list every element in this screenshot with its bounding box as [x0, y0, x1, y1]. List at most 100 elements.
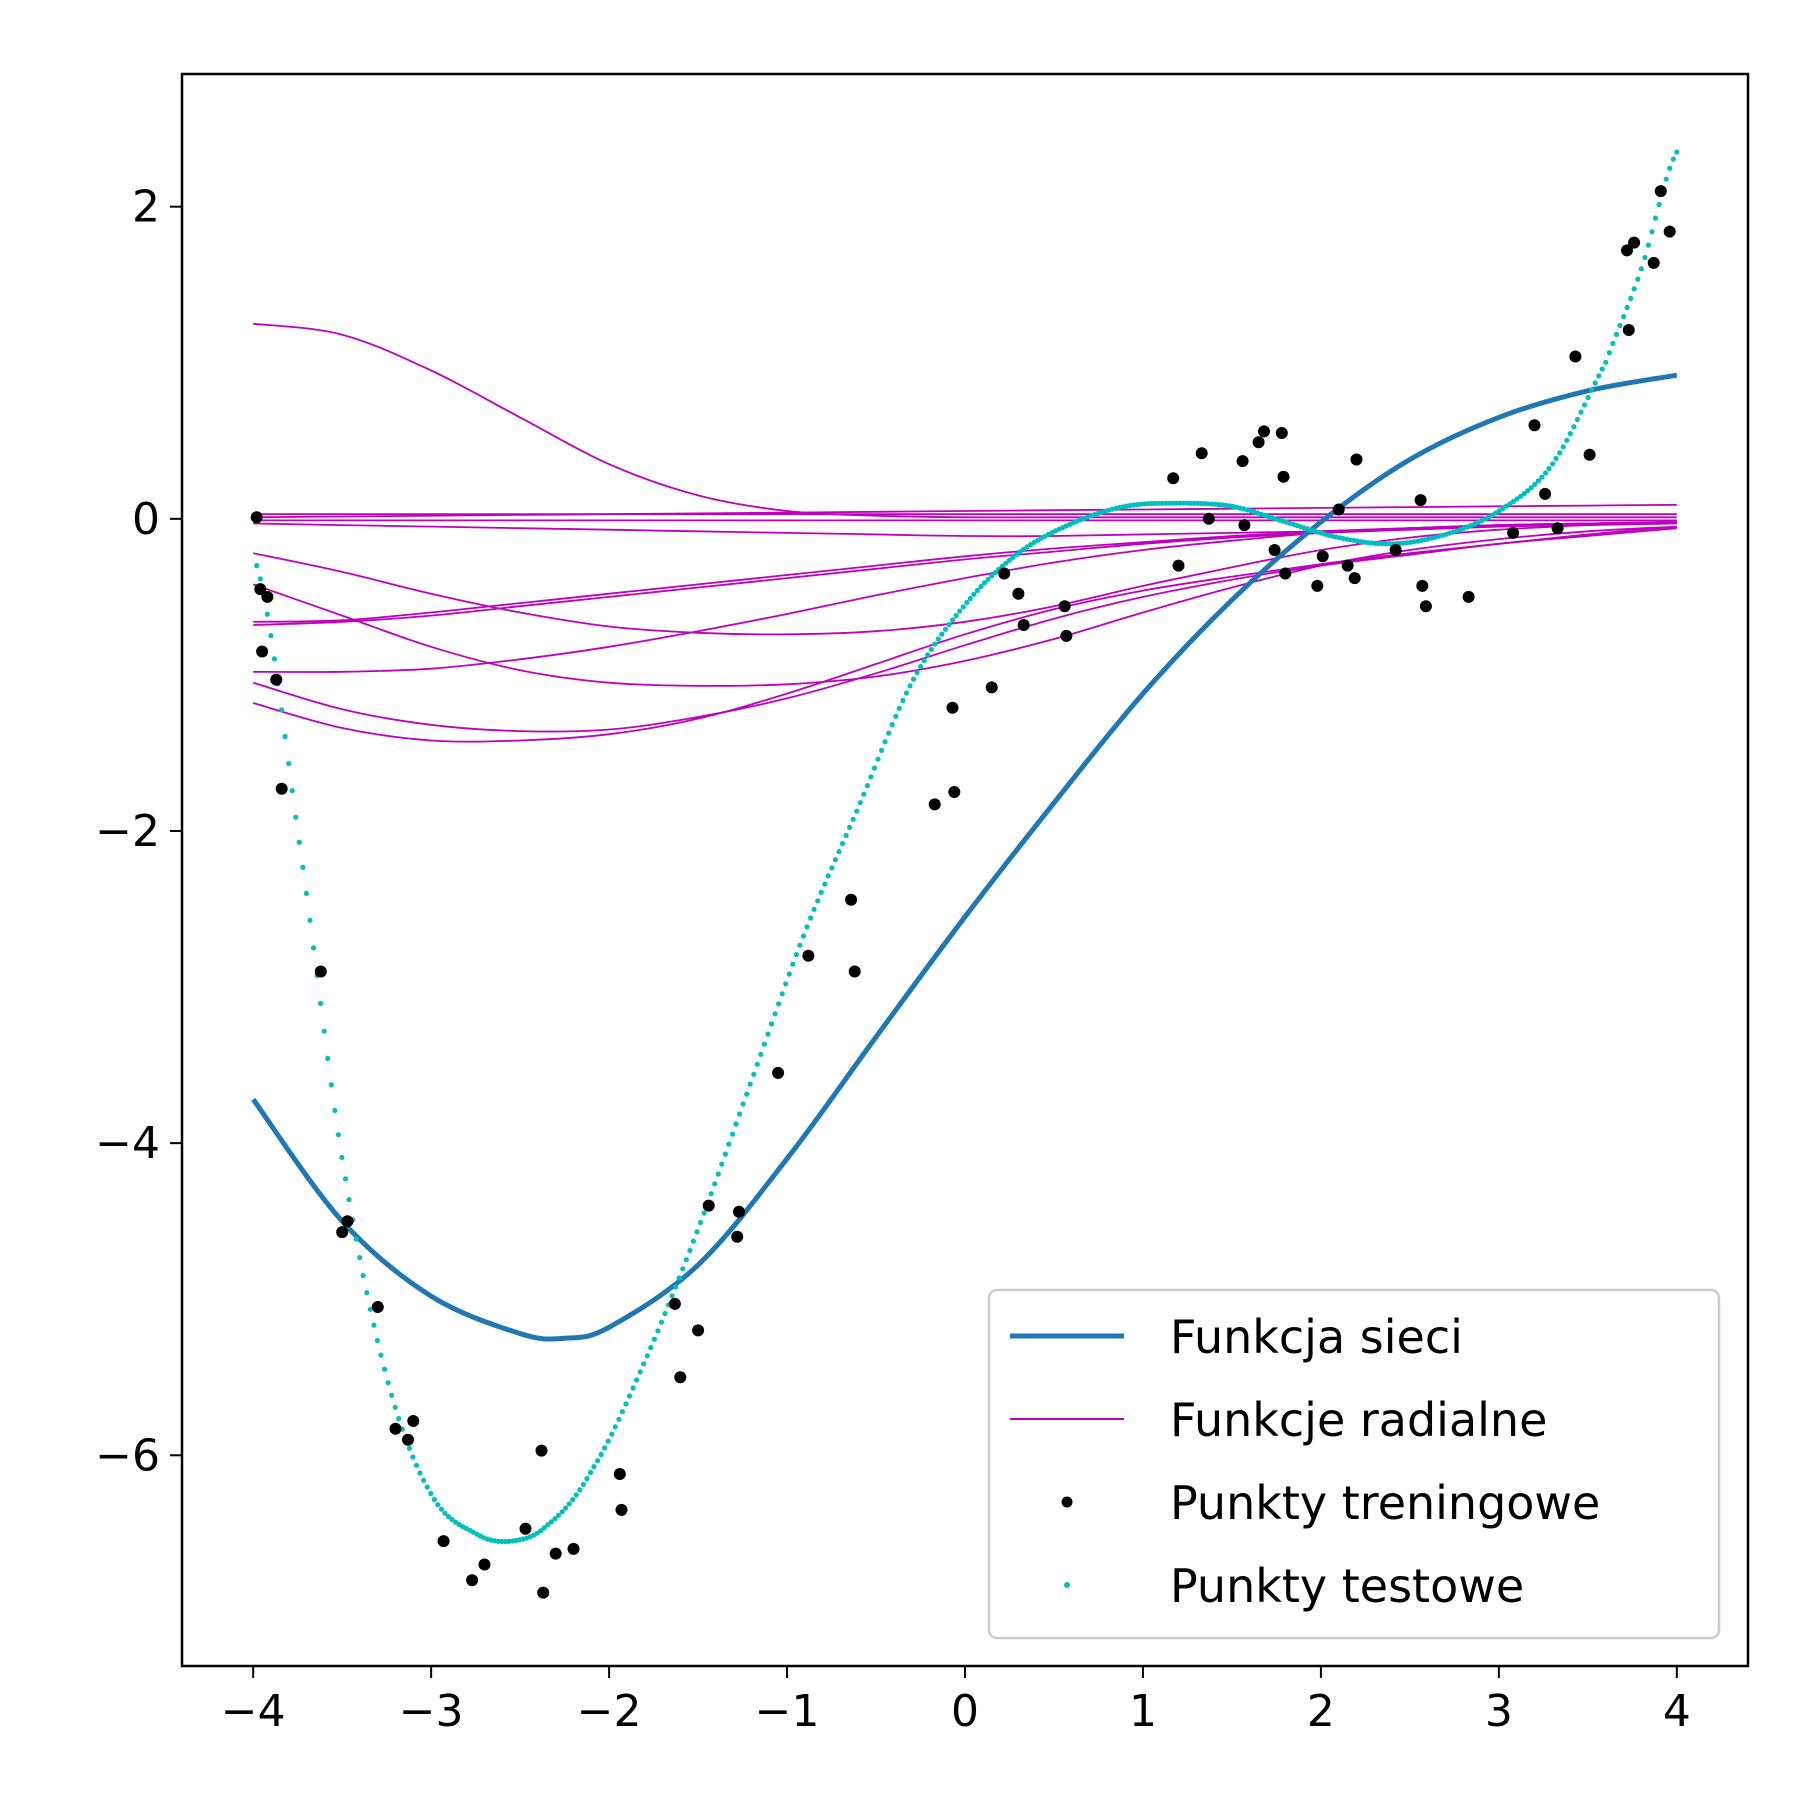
training-point	[1017, 619, 1030, 631]
test-point	[985, 576, 991, 583]
training-point	[1622, 324, 1635, 336]
test-point	[431, 1496, 437, 1503]
test-point	[886, 730, 892, 736]
training-point	[1058, 600, 1071, 613]
test-point	[385, 1380, 391, 1386]
legend-box	[987, 1288, 1721, 1640]
test-point	[1557, 450, 1563, 456]
test-point	[758, 1051, 764, 1057]
test-point	[1610, 340, 1616, 347]
test-point	[918, 663, 924, 670]
test-point	[641, 1361, 647, 1367]
test-point	[1578, 409, 1584, 415]
training-points	[250, 185, 1676, 1599]
test-point	[417, 1470, 423, 1476]
test-point	[1560, 444, 1566, 450]
training-point	[537, 1586, 550, 1599]
test-point	[726, 1141, 732, 1147]
test-point	[577, 1487, 583, 1493]
test-point	[364, 1290, 370, 1296]
test-point	[1553, 455, 1559, 462]
test-point	[967, 595, 973, 602]
test-point	[612, 1424, 618, 1430]
training-point	[466, 1574, 479, 1587]
y-tick-label: 2	[132, 182, 160, 233]
test-point	[442, 1510, 448, 1516]
test-point	[822, 881, 828, 887]
test-point	[673, 1284, 679, 1290]
test-point	[737, 1111, 743, 1117]
test-point	[271, 656, 278, 662]
test-point	[1624, 304, 1630, 311]
test-point	[662, 1310, 668, 1317]
test-point	[1652, 215, 1659, 221]
test-point	[609, 1431, 615, 1437]
test-point	[435, 1502, 441, 1508]
test-point	[541, 1525, 547, 1531]
training-point	[733, 1205, 745, 1218]
training-point	[371, 1301, 384, 1313]
training-point	[1332, 503, 1345, 516]
legend-test-swatch	[1064, 1582, 1070, 1588]
training-point	[1414, 494, 1427, 507]
test-point	[942, 626, 949, 632]
training-point	[1252, 436, 1265, 449]
test-point	[1642, 254, 1648, 261]
test-point	[776, 1001, 782, 1007]
test-point	[893, 713, 899, 719]
training-point	[275, 782, 288, 795]
test-point	[804, 924, 810, 930]
test-point	[1550, 461, 1556, 467]
x-tick-label: 4	[1663, 1686, 1691, 1737]
training-point	[1275, 427, 1288, 439]
test-point	[875, 756, 881, 762]
test-point	[335, 1132, 341, 1138]
test-point	[740, 1101, 746, 1107]
test-point	[768, 1021, 775, 1027]
test-point	[630, 1385, 636, 1391]
test-point	[559, 1509, 565, 1515]
test-point	[733, 1121, 739, 1127]
test-point	[932, 641, 938, 647]
radial-function-curve-9	[253, 521, 1677, 636]
test-point	[392, 1404, 398, 1410]
test-point	[871, 765, 878, 771]
test-point	[1518, 493, 1524, 499]
test-point	[1617, 322, 1623, 329]
test-point	[1532, 481, 1538, 487]
test-point	[360, 1272, 366, 1279]
test-point	[900, 697, 906, 704]
test-point	[580, 1481, 587, 1487]
test-point	[793, 952, 800, 958]
test-point	[1645, 242, 1651, 248]
training-point	[1551, 522, 1564, 535]
test-point	[573, 1492, 579, 1498]
training-point	[407, 1415, 420, 1427]
test-point	[818, 889, 824, 896]
training-point	[1316, 550, 1329, 563]
test-point	[1667, 165, 1673, 171]
test-point	[1670, 156, 1676, 162]
test-point	[1596, 373, 1602, 379]
test-point	[396, 1415, 402, 1422]
test-point	[296, 839, 302, 845]
x-axis: −4 −3 −2 −1 0 1 2 3 4	[221, 1666, 1691, 1737]
test-point	[939, 631, 945, 637]
training-point	[1539, 487, 1552, 500]
training-point	[1419, 600, 1432, 613]
training-point	[1195, 447, 1208, 460]
test-point	[595, 1458, 601, 1464]
test-point	[332, 1107, 338, 1113]
training-point	[1258, 425, 1270, 438]
test-point	[1674, 149, 1680, 155]
test-point	[1635, 276, 1641, 282]
test-point	[722, 1151, 729, 1157]
test-point	[381, 1366, 388, 1372]
test-point	[371, 1322, 377, 1328]
test-point	[687, 1247, 693, 1254]
test-point	[591, 1464, 597, 1470]
training-point	[1060, 629, 1073, 642]
test-point	[445, 1514, 452, 1520]
training-point	[1569, 350, 1582, 363]
